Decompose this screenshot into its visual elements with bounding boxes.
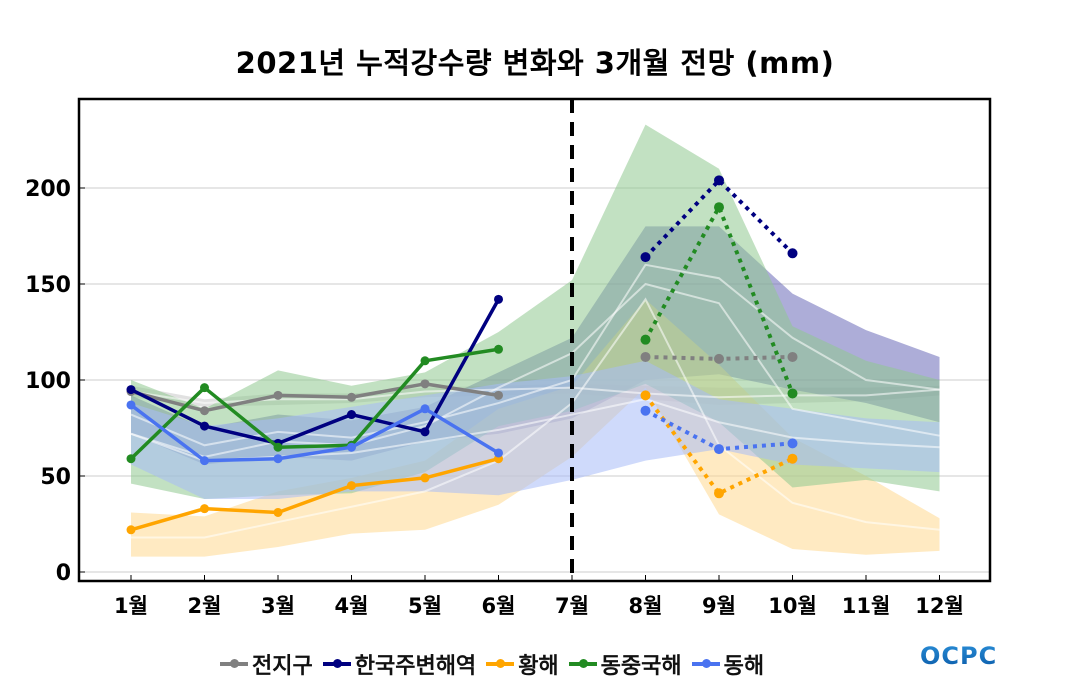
ocpc-logo: OCPC — [920, 642, 998, 670]
climatology-line-2 — [131, 297, 940, 539]
legend-item: 동해 — [691, 648, 765, 680]
observed-point-3 — [420, 356, 430, 366]
observed-point-4 — [347, 442, 356, 452]
legend-swatch-icon — [691, 659, 720, 668]
observed-point-2 — [200, 504, 209, 514]
observed-point-1 — [494, 294, 503, 304]
uncertainty-bands — [131, 124, 940, 557]
observed-point-0 — [494, 390, 503, 400]
observed-point-4 — [273, 454, 283, 464]
climatology-line-3 — [130, 282, 940, 458]
climatology-line-0 — [130, 386, 940, 405]
legend-marker-icon — [332, 659, 342, 668]
forecast-point-1 — [640, 252, 651, 263]
observed-line-2 — [130, 457, 499, 532]
observed-point-0 — [347, 392, 356, 402]
x-tick-label: 4월 — [335, 594, 369, 618]
forecast-point-0 — [640, 351, 651, 362]
legend-item: 한국주변해역 — [322, 648, 477, 680]
x-tick-label: 7월 — [555, 594, 589, 618]
observed-line-0 — [130, 382, 499, 413]
legend-label: 전지구 — [252, 654, 313, 679]
axes: 0 50 100 150 200 1월 2월 3월 4월 5월 6월 7월 8월 9월 10월 11월 12월 — [25, 97, 992, 618]
legend: 전지구 한국주변해역 황해 동중국해 동해 — [220, 648, 774, 680]
legend-label: 동해 — [723, 654, 765, 679]
observed-point-2 — [347, 481, 356, 491]
observed-point-3 — [494, 344, 503, 354]
observed-point-1 — [420, 427, 430, 437]
legend-item: 황해 — [486, 648, 559, 680]
x-tick-label: 6월 — [482, 594, 516, 618]
observed-point-3 — [200, 383, 209, 393]
legend-swatch-icon — [220, 659, 248, 668]
legend-item: 동중국해 — [568, 648, 682, 680]
x-tick-label: 3월 — [261, 594, 295, 618]
observed-point-3 — [273, 442, 283, 452]
observed-point-2 — [420, 473, 430, 483]
observed-point-4 — [200, 456, 209, 466]
legend-marker-icon — [230, 659, 239, 668]
observed-line-4 — [129, 403, 500, 463]
x-tick-label: 8월 — [629, 594, 663, 618]
observed-line-1 — [130, 298, 501, 446]
x-tick-label: 1월 — [114, 594, 148, 618]
band-4 — [131, 360, 940, 500]
legend-label: 한국주변해역 — [354, 654, 477, 679]
x-tick-label: 9월 — [702, 594, 736, 618]
legend-swatch-icon — [322, 659, 351, 668]
legend-marker-icon — [496, 659, 506, 668]
legend-item: 전지구 — [220, 648, 313, 680]
observed-point-4 — [420, 404, 430, 414]
legend-label: 황해 — [518, 654, 559, 679]
observed-point-1 — [200, 421, 209, 431]
forecast-point-4 — [640, 405, 651, 416]
x-tick-label: 5월 — [408, 594, 442, 618]
observed-point-4 — [494, 448, 503, 458]
observed-point-4 — [126, 400, 136, 410]
observed-point-0 — [420, 379, 430, 389]
y-tick-label: 150 — [25, 273, 71, 298]
legend-swatch-icon — [486, 659, 515, 668]
forecast-point-3 — [787, 388, 798, 399]
forecast-point-0 — [787, 351, 798, 362]
forecast-point-1 — [714, 175, 724, 186]
legend-swatch-icon — [568, 659, 597, 668]
observed-line-3 — [129, 347, 499, 460]
legend-label: 동중국해 — [600, 654, 682, 679]
y-tick-label: 0 — [56, 561, 71, 586]
forecast-point-3 — [640, 334, 651, 345]
forecast-point-3 — [714, 202, 724, 213]
forecast-point-4 — [787, 438, 798, 449]
climatology-line-1 — [130, 263, 940, 447]
forecast-point-2 — [787, 453, 798, 464]
plot-frame — [77, 97, 992, 583]
legend-marker-icon — [578, 659, 588, 668]
forecast-point-2 — [714, 488, 724, 499]
observed-point-0 — [200, 406, 209, 416]
x-tick-label: 2월 — [188, 594, 222, 618]
forecast-point-4 — [714, 444, 724, 455]
forecast-point-1 — [787, 248, 798, 259]
observed-point-1 — [126, 385, 136, 395]
x-tick-label: 10월 — [768, 594, 817, 618]
observed-point-0 — [273, 390, 283, 400]
observed-point-2 — [273, 507, 283, 517]
observed-point-1 — [347, 410, 356, 420]
forecast-point-0 — [714, 353, 724, 364]
forecast-point-2 — [640, 390, 651, 401]
y-tick-label: 50 — [40, 465, 71, 490]
x-tick-label: 11월 — [842, 594, 891, 618]
series-lines — [126, 175, 798, 535]
observed-point-3 — [126, 454, 136, 464]
y-tick-label: 200 — [25, 177, 71, 202]
observed-point-2 — [126, 525, 136, 535]
chart-title: 2021년 누적강수량 변화와 3개월 전망 (mm) — [235, 46, 835, 80]
x-tick-label: 12월 — [915, 594, 964, 618]
legend-marker-icon — [701, 659, 711, 668]
y-tick-label: 100 — [25, 369, 71, 394]
